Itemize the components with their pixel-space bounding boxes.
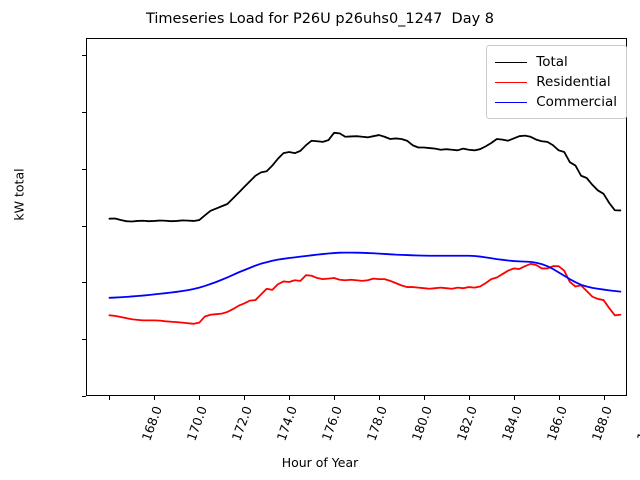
- x-axis-tick-mark: [288, 396, 290, 400]
- x-axis-tick-label: 174.0: [273, 404, 300, 443]
- series-canvas: [87, 39, 626, 395]
- legend-item: Total: [495, 52, 617, 72]
- x-axis-tick-mark: [108, 396, 110, 400]
- y-axis-label: kW total: [11, 168, 27, 221]
- x-axis-tick-label: 180.0: [408, 404, 435, 443]
- legend-label: Commercial: [536, 94, 617, 110]
- x-axis-tick-label: 186.0: [543, 404, 571, 443]
- y-axis-tick-mark: [82, 111, 86, 113]
- x-axis-tick-mark: [469, 396, 471, 400]
- legend-label: Residential: [536, 74, 611, 90]
- x-axis-tick-mark: [243, 396, 245, 400]
- x-axis-tick-label: 188.0: [588, 404, 616, 443]
- legend-swatch-icon: [495, 101, 528, 103]
- x-axis-tick-mark: [514, 396, 516, 400]
- x-axis-tick-label: 184.0: [498, 404, 526, 443]
- x-axis-tick-label: 170.0: [183, 404, 210, 443]
- series-line-total: [109, 133, 620, 222]
- x-axis-tick-label: 176.0: [318, 404, 345, 443]
- y-axis-tick-mark: [82, 339, 86, 341]
- legend-label: Total: [536, 54, 568, 70]
- x-axis-label: Hour of Year: [281, 455, 359, 470]
- y-axis-tick-mark: [82, 168, 86, 170]
- x-axis-tick-mark: [559, 396, 561, 400]
- x-axis-tick-mark: [604, 396, 606, 400]
- y-axis-tick-mark: [82, 396, 86, 397]
- x-axis-tick-mark: [198, 396, 200, 400]
- legend-item: Commercial: [495, 92, 617, 112]
- legend: Total Residential Commercial: [486, 45, 627, 119]
- x-axis-tick-label: 178.0: [363, 404, 390, 443]
- y-axis-tick-mark: [82, 55, 86, 57]
- chart-title: Timeseries Load for P26U p26uhs0_1247 Da…: [145, 11, 495, 27]
- series-line-commercial: [109, 253, 620, 298]
- legend-swatch-icon: [495, 61, 528, 63]
- x-axis-tick-mark: [424, 396, 426, 400]
- legend-item: Residential: [495, 72, 617, 92]
- x-axis-tick-label: 168.0: [138, 404, 165, 443]
- x-axis-tick-mark: [153, 396, 155, 400]
- x-axis-tick-mark: [333, 396, 335, 400]
- x-axis-tick-label: 172.0: [228, 404, 255, 443]
- x-axis-tick-label: 190.0: [634, 404, 640, 443]
- x-axis-tick-label: 182.0: [453, 404, 481, 443]
- y-axis-tick-mark: [82, 282, 86, 284]
- x-axis-tick-mark: [379, 396, 381, 400]
- legend-swatch-icon: [495, 81, 528, 83]
- series-line-residential: [109, 264, 620, 324]
- y-axis-tick-mark: [82, 225, 86, 227]
